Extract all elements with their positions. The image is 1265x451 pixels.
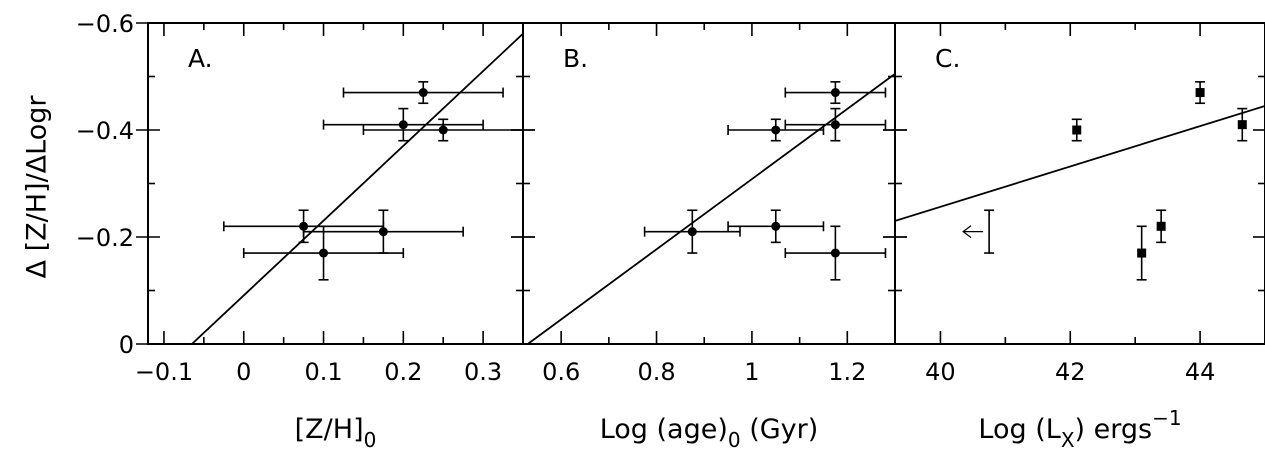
x-tick-label: 0.6 <box>542 358 580 386</box>
data-point <box>1237 107 1248 142</box>
dot-marker <box>418 88 428 98</box>
data-point <box>322 107 484 142</box>
dot-marker <box>687 227 697 237</box>
square-marker <box>1072 125 1082 135</box>
panel-c: 40 42 44 C. Log (LX) ergs−1 <box>883 22 1265 451</box>
square-marker <box>1137 248 1147 258</box>
x-tick-label: 0 <box>236 358 251 386</box>
data-point <box>962 209 995 254</box>
data-point <box>1071 118 1082 142</box>
square-marker <box>1156 221 1166 231</box>
data-point <box>1156 209 1167 244</box>
plot-area <box>527 73 895 344</box>
x-tick-label: 1 <box>744 358 759 386</box>
dot-marker <box>830 248 840 258</box>
dot-marker <box>771 125 781 135</box>
fit-line <box>191 33 523 344</box>
data-point <box>784 225 887 281</box>
dot-marker <box>398 120 408 130</box>
data-point <box>242 225 405 281</box>
dot-marker <box>771 221 781 231</box>
dot-marker <box>299 221 309 231</box>
plot-area <box>191 33 523 344</box>
dot-marker <box>438 125 448 135</box>
x-tick-label: 1.2 <box>828 358 866 386</box>
dot-marker <box>378 227 388 237</box>
x-axis-label: Log (LX) ergs−1 <box>978 406 1181 451</box>
square-marker <box>1237 120 1247 130</box>
x-tick-label: −0.1 <box>135 358 193 386</box>
limit-arrow-head <box>962 225 972 239</box>
data-point <box>362 118 523 142</box>
panel-label: A. <box>188 44 213 73</box>
dot-marker <box>830 120 840 130</box>
data-point <box>784 107 887 142</box>
panel-a: −0.1 0 0.1 0.2 0.30−0.2−0.4−0.6A.[Z/H]0 <box>76 10 535 451</box>
fit-line <box>895 105 1265 222</box>
data-point <box>1195 81 1206 105</box>
data-point <box>784 81 887 105</box>
data-point <box>643 209 741 254</box>
plot-area <box>895 81 1265 281</box>
y-tick-label: −0.2 <box>76 224 134 252</box>
y-tick-label: −0.6 <box>76 10 134 38</box>
y-tick-label: 0 <box>119 331 134 359</box>
x-axis-label: Log (age)0 (Gyr) <box>600 414 819 451</box>
panel-label: C. <box>935 44 960 73</box>
x-tick-label: 40 <box>925 358 956 386</box>
y-axis-label: Δ [Z/H]/ΔLogr <box>22 95 53 279</box>
fit-line <box>527 73 895 344</box>
square-marker <box>1195 88 1205 98</box>
x-axis-label: [Z/H]0 <box>295 414 377 451</box>
x-tick-label: 42 <box>1055 358 1086 386</box>
data-point <box>302 209 464 254</box>
data-point <box>727 118 825 142</box>
x-tick-label: 0.3 <box>464 358 502 386</box>
panel-b: 0.6 0.8 1 1.2 B. Log (age)0 (Gyr) <box>511 22 907 451</box>
x-tick-label: 0.8 <box>637 358 675 386</box>
data-point <box>342 81 504 105</box>
panel-label: B. <box>563 44 588 73</box>
dot-marker <box>319 248 329 258</box>
data-point <box>222 209 385 244</box>
data-point <box>727 209 825 244</box>
x-tick-label: 0.2 <box>384 358 422 386</box>
x-tick-label: 44 <box>1185 358 1216 386</box>
dot-marker <box>830 88 840 98</box>
y-tick-label: −0.4 <box>76 117 134 145</box>
data-point <box>1136 225 1147 281</box>
x-tick-label: 0.1 <box>304 358 342 386</box>
